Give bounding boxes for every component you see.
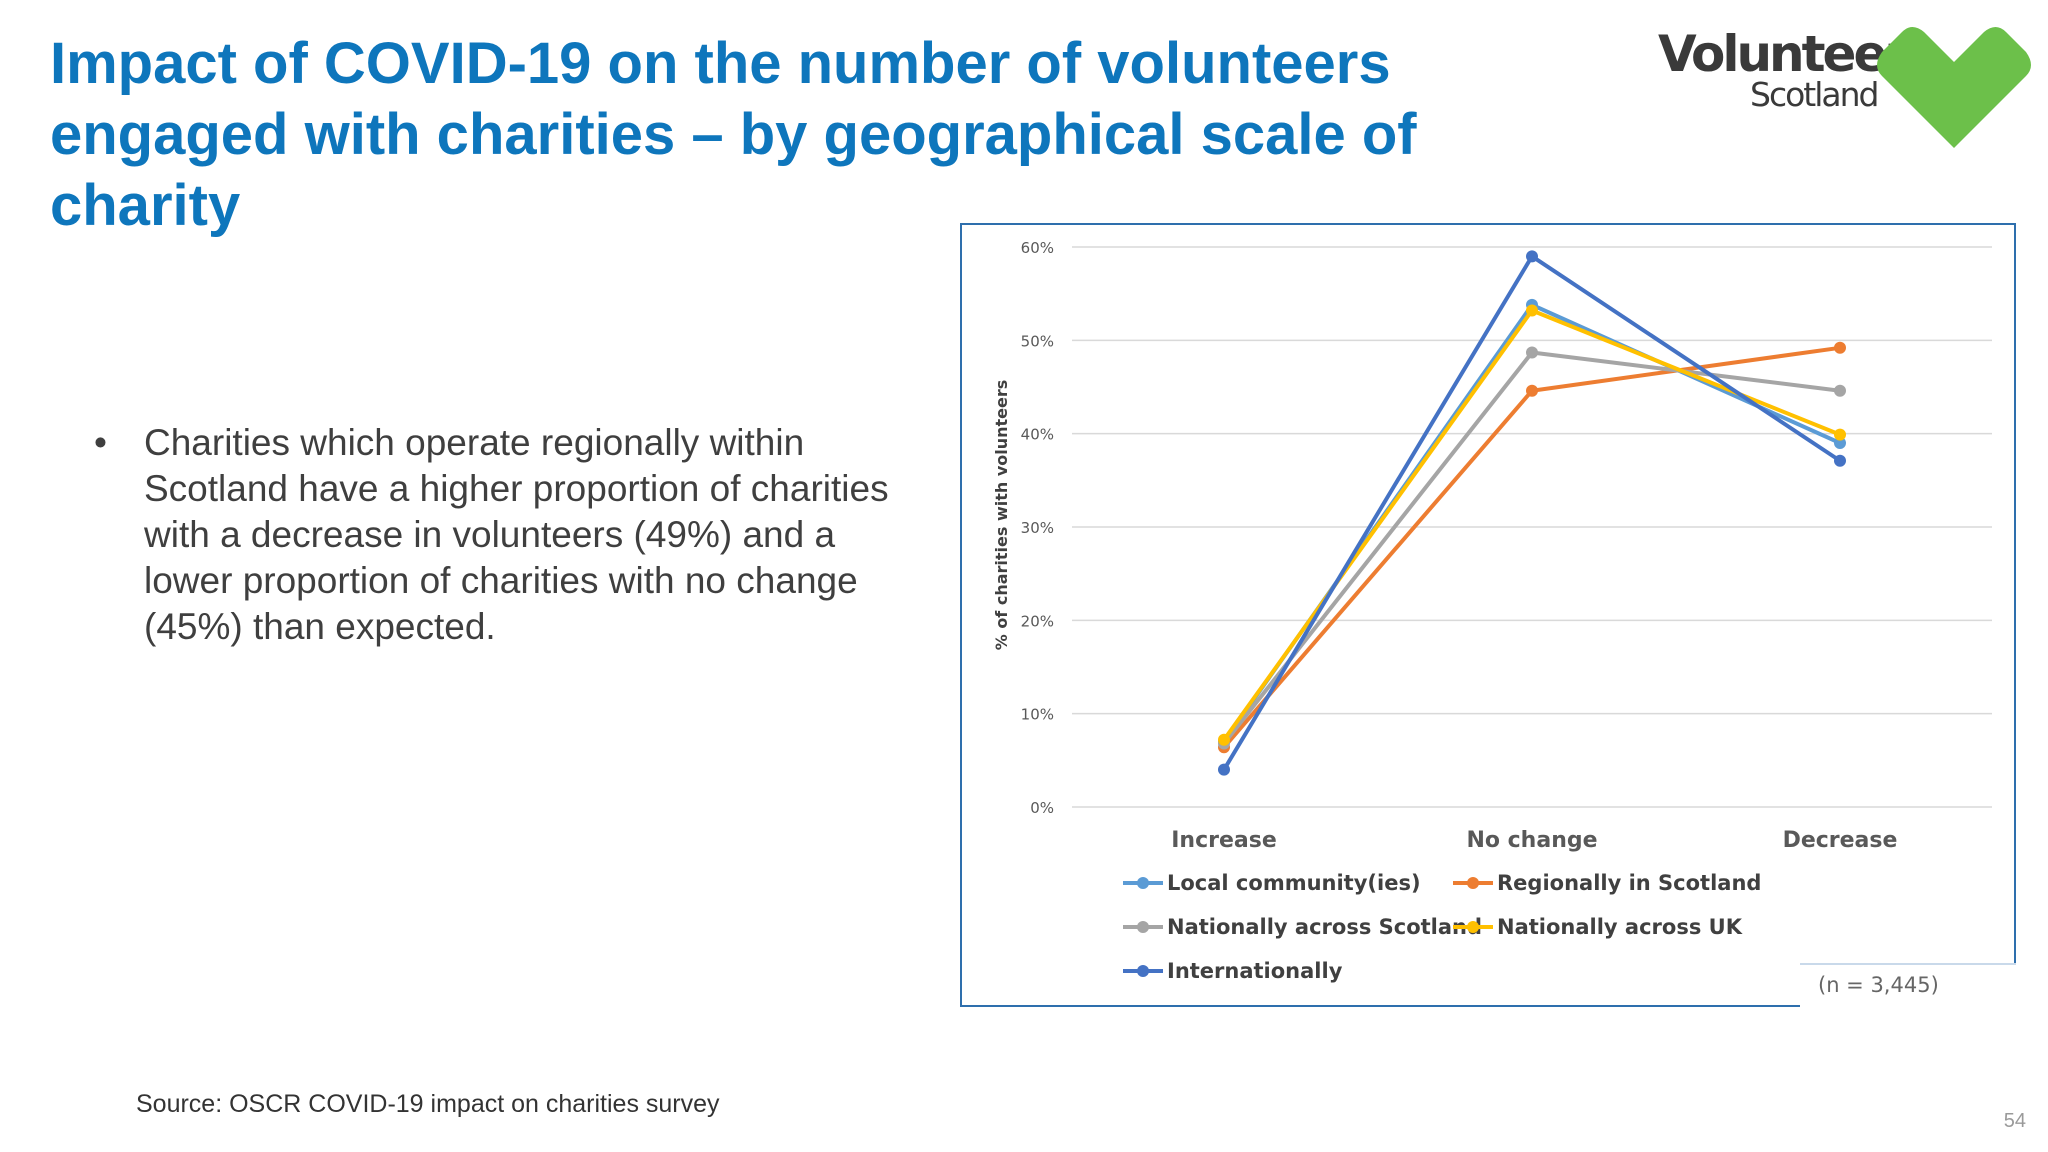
series-line: [1222, 302, 1842, 744]
legend-swatch-marker: [1137, 877, 1149, 889]
source-note: Source: OSCR COVID-19 impact on charitie…: [136, 1090, 720, 1118]
volunteer-scotland-logo: Volunteer Scotland: [1650, 20, 2040, 155]
y-tick-label: 20%: [1021, 612, 1054, 630]
y-axis-label: % of charities with volunteers: [992, 380, 1011, 651]
sample-size-note: (n = 3,445): [1800, 963, 2016, 1007]
data-point: [1834, 454, 1846, 467]
data-point: [1834, 428, 1846, 441]
data-point: [1834, 384, 1846, 397]
data-point: [1834, 341, 1846, 354]
y-tick-label: 60%: [1021, 239, 1054, 257]
bullet-point-icon: •: [94, 422, 107, 463]
legend-swatch-marker: [1137, 965, 1149, 977]
slide-title: Impact of COVID-19 on the number of volu…: [50, 31, 1417, 238]
y-tick-label: 10%: [1021, 706, 1054, 724]
data-point: [1526, 250, 1538, 263]
legend-label: Internationally: [1167, 959, 1343, 983]
legend-swatch-marker: [1467, 921, 1479, 933]
logo-word: Volunteer: [1658, 25, 1909, 83]
data-point: [1218, 763, 1230, 776]
data-point: [1526, 346, 1538, 359]
data-point: [1526, 384, 1538, 397]
y-tick-label: 0%: [1030, 799, 1054, 817]
line-chart: 0% 10% 20% 30% 40% 50% 60% % of charities with …: [992, 239, 1992, 983]
y-tick-label: 30%: [1021, 519, 1054, 537]
bullet-text: Charities which operate regionally withi…: [144, 422, 889, 647]
chart-container: 0% 10% 20% 30% 40% 50% 60% % of charities with …: [960, 223, 2016, 1007]
x-tick-label: No change: [1466, 828, 1597, 853]
data-point: [1526, 304, 1538, 317]
legend-label: Nationally across UK: [1497, 915, 1743, 939]
legend-label: Nationally across Scotland: [1167, 915, 1482, 939]
legend-swatch-marker: [1137, 921, 1149, 933]
x-tick-label: Decrease: [1783, 828, 1898, 853]
heart-icon: [1877, 27, 2031, 148]
series-line: [1222, 308, 1842, 742]
bullet-item: • Charities which operate regionally wit…: [90, 420, 930, 650]
y-tick-label: 40%: [1021, 426, 1054, 444]
series-line: [1222, 350, 1842, 746]
logo-sub: Scotland: [1750, 75, 1879, 114]
data-point: [1218, 733, 1230, 746]
x-tick-label: Increase: [1171, 828, 1277, 853]
series-line: [1222, 254, 1842, 772]
legend-swatch-marker: [1467, 877, 1479, 889]
series-line: [1222, 345, 1842, 750]
data-point: [1834, 437, 1846, 449]
legend-label: Local community(ies): [1167, 871, 1421, 895]
bullet-list: • Charities which operate regionally wit…: [90, 420, 930, 650]
y-tick-label: 50%: [1021, 332, 1054, 350]
legend-label: Regionally in Scotland: [1497, 871, 1761, 895]
page-number: 54: [2003, 1110, 2026, 1132]
